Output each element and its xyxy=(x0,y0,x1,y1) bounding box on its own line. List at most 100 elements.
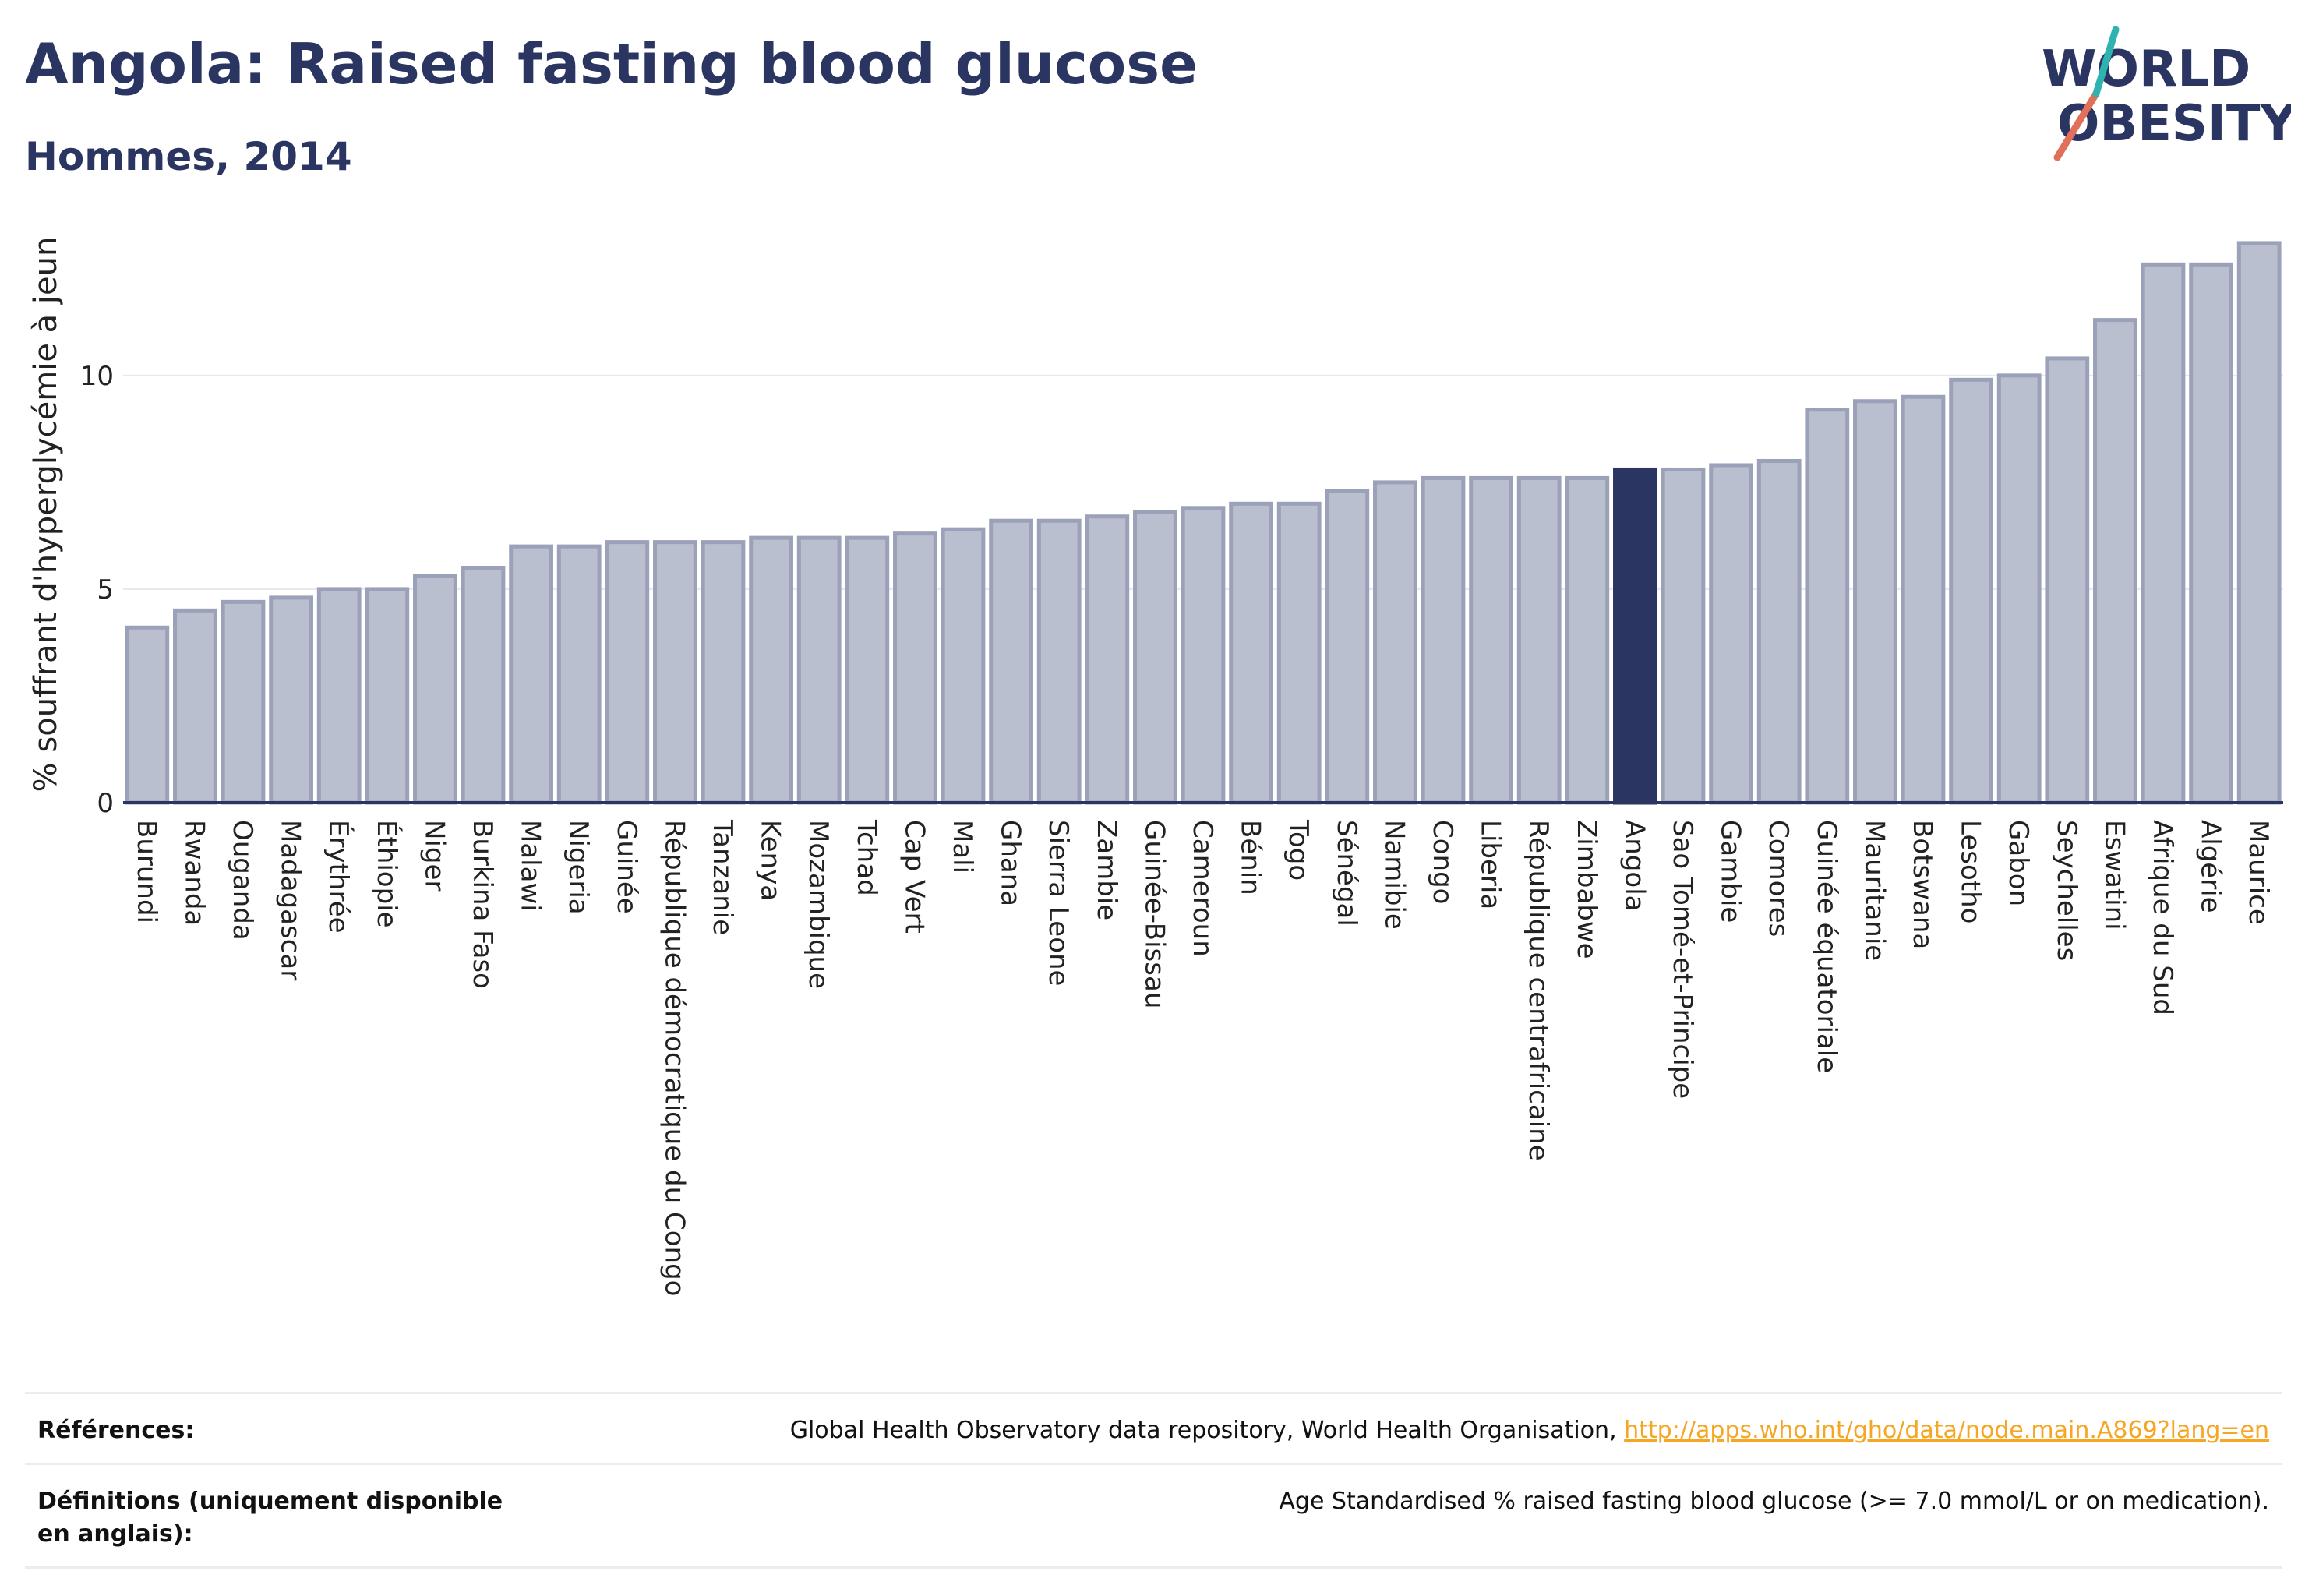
bar[interactable] xyxy=(221,599,266,805)
references-text: Global Health Observatory data repositor… xyxy=(789,1417,1625,1444)
references-value: Global Health Observatory data repositor… xyxy=(790,1414,2269,1447)
definitions-text: Age Standardised % raised fasting blood … xyxy=(1279,1488,2269,1515)
bar[interactable] xyxy=(1421,475,1466,805)
axes: 0 5 10 xyxy=(80,361,2283,819)
x-tick-label: Seychelles xyxy=(2051,820,2082,961)
x-tick-label: Afrique du Sud xyxy=(2147,820,2178,1015)
bar[interactable] xyxy=(461,566,506,805)
x-tick-label: Burkina Faso xyxy=(467,820,498,989)
references-label: Références: xyxy=(37,1417,195,1444)
x-tick-label: Zimbabwe xyxy=(1571,820,1602,959)
bar[interactable] xyxy=(2045,356,2090,805)
x-tick-label: Sénégal xyxy=(1331,820,1362,927)
bar[interactable] xyxy=(2236,241,2282,805)
x-tick-label: Cap Vert xyxy=(898,820,930,934)
bar[interactable] xyxy=(1516,475,1562,805)
bar[interactable] xyxy=(1949,377,1993,805)
x-tick-label: Cameroun xyxy=(1187,820,1218,957)
x-tick-label: Bénin xyxy=(1235,820,1266,895)
x-tick-label: Tchad xyxy=(851,819,882,896)
bar[interactable] xyxy=(941,527,986,805)
x-tick-label: Maurice xyxy=(2243,820,2274,925)
logo-slash-teal xyxy=(2092,26,2120,97)
x-tick-label: Rwanda xyxy=(178,820,210,926)
bar[interactable] xyxy=(2141,262,2186,805)
bar[interactable] xyxy=(749,535,793,805)
x-tick-label: Niger xyxy=(418,820,450,891)
x-tick-label: Namibie xyxy=(1378,820,1410,930)
bar[interactable] xyxy=(1756,458,1802,805)
bar[interactable] xyxy=(2189,262,2233,805)
x-tick-label: Botswana xyxy=(1907,820,1938,949)
x-tick-label: Gambie xyxy=(1715,820,1746,923)
x-tick-label: Érythrée xyxy=(323,820,355,934)
y-tick-label: 5 xyxy=(97,574,114,606)
y-tick-label: 10 xyxy=(80,361,114,392)
bar[interactable] xyxy=(1661,467,1706,805)
bar[interactable] xyxy=(701,540,746,805)
x-tick-label: Madagascar xyxy=(275,820,306,980)
bar[interactable] xyxy=(413,574,457,805)
bar[interactable] xyxy=(1469,475,1513,805)
bar-chart: 0 5 10 Burundi Rwanda Ouganda Madagascar Éryth… xyxy=(28,237,2283,1296)
bar[interactable] xyxy=(509,544,553,805)
bar[interactable] xyxy=(173,608,217,805)
x-tick-label: Eswatini xyxy=(2099,820,2130,930)
bar[interactable] xyxy=(316,587,362,805)
bar[interactable] xyxy=(893,531,937,805)
bar[interactable] xyxy=(1853,399,1897,805)
bar[interactable] xyxy=(1565,475,1610,805)
logo-line2: OBESITY xyxy=(2057,95,2291,153)
bar[interactable] xyxy=(1805,408,1850,805)
bar[interactable] xyxy=(556,544,602,805)
logo-slash-coral xyxy=(2053,90,2100,161)
x-tick-label: Éthiopie xyxy=(371,820,403,928)
x-tick-label: Zambie xyxy=(1091,820,1122,920)
bar[interactable] xyxy=(653,540,697,805)
x-tick-label: Ghana xyxy=(995,820,1026,906)
x-tick-label: Burundi xyxy=(131,820,162,923)
bar[interactable] xyxy=(2093,318,2137,805)
bar[interactable] xyxy=(845,535,890,805)
bar[interactable] xyxy=(365,587,410,805)
x-tick-label: Guinée équatoriale xyxy=(1811,820,1842,1073)
x-tick-label: République centrafricaine xyxy=(1523,820,1554,1161)
y-tick-label: 0 xyxy=(97,788,114,819)
bar[interactable] xyxy=(125,625,170,805)
x-tick-label: Malawi xyxy=(515,820,546,912)
bar[interactable] xyxy=(605,540,650,805)
bar[interactable] xyxy=(269,595,313,805)
x-tick-label: Mauritanie xyxy=(1858,820,1890,961)
bar[interactable] xyxy=(1996,373,2042,805)
x-tick-label: Ouganda xyxy=(227,820,258,941)
bar[interactable] xyxy=(1276,501,1322,805)
bar[interactable] xyxy=(1325,489,1370,805)
category-labels: Burundi Rwanda Ouganda Madagascar Érythrée Ét… xyxy=(131,819,2274,1296)
x-tick-label: Comores xyxy=(1763,820,1794,937)
bar[interactable] xyxy=(1709,463,1753,805)
chart-subtitle: Hommes, 2014 xyxy=(25,134,352,179)
bar[interactable] xyxy=(1036,518,1082,805)
bar[interactable] xyxy=(1373,480,1417,805)
references-row: Références: Global Health Observatory da… xyxy=(25,1392,2282,1463)
bar[interactable] xyxy=(1181,506,1226,805)
bar[interactable] xyxy=(796,535,842,805)
x-tick-label: Sao Tomé-et-Principe xyxy=(1667,820,1698,1099)
x-tick-label: Nigeria xyxy=(563,820,594,915)
x-tick-label: Guinée xyxy=(611,820,642,914)
bar[interactable] xyxy=(1229,501,1273,805)
x-tick-label: Mozambique xyxy=(803,820,834,989)
bar[interactable] xyxy=(1085,514,1130,805)
bar[interactable] xyxy=(1901,394,1946,805)
x-tick-label: Sierra Leone xyxy=(1043,820,1074,986)
x-tick-label: Lesotho xyxy=(1955,820,1986,923)
chart-footer: Références: Global Health Observatory da… xyxy=(25,1392,2282,1569)
chart-title: Angola: Raised fasting blood glucose xyxy=(25,31,1198,97)
bar-highlight[interactable] xyxy=(1613,467,1657,805)
x-tick-label: Algérie xyxy=(2195,820,2226,913)
bar[interactable] xyxy=(989,518,1033,805)
definitions-row: Définitions (uniquement disponible en an… xyxy=(25,1463,2282,1569)
definitions-label: Définitions (uniquement disponible en an… xyxy=(37,1488,503,1548)
references-link[interactable]: http://apps.who.int/gho/data/node.main.A… xyxy=(1624,1417,2269,1444)
bar[interactable] xyxy=(1133,510,1177,805)
